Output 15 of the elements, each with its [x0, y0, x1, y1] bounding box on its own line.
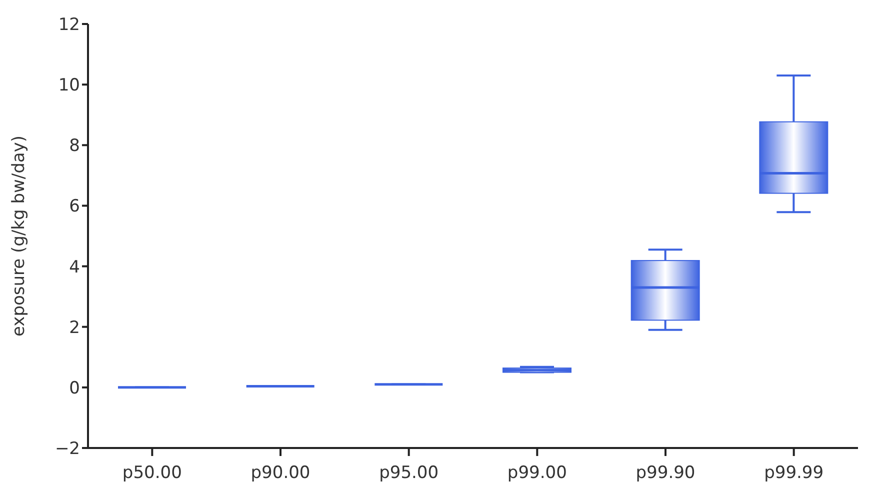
y-tick-label: 2 — [69, 318, 80, 338]
x-tick-label: p99.90 — [636, 463, 696, 484]
y-tick-label: −2 — [54, 439, 80, 460]
x-tick-label: p95.00 — [379, 463, 439, 484]
y-tick-label: 10 — [58, 76, 80, 96]
y-tick-label: 8 — [69, 136, 80, 156]
x-tick-label: p90.00 — [250, 463, 310, 484]
x-tick-label: p50.00 — [122, 463, 182, 484]
y-tick-label: 12 — [58, 15, 80, 36]
y-axis-title: exposure (g/kg bw/day) — [9, 135, 30, 337]
y-tick-label: 0 — [69, 378, 80, 398]
y-tick-label: 6 — [69, 196, 80, 217]
x-tick-label: p99.00 — [507, 463, 567, 484]
y-tick-label: 4 — [69, 257, 80, 278]
x-tick-label: p99.99 — [764, 463, 824, 484]
